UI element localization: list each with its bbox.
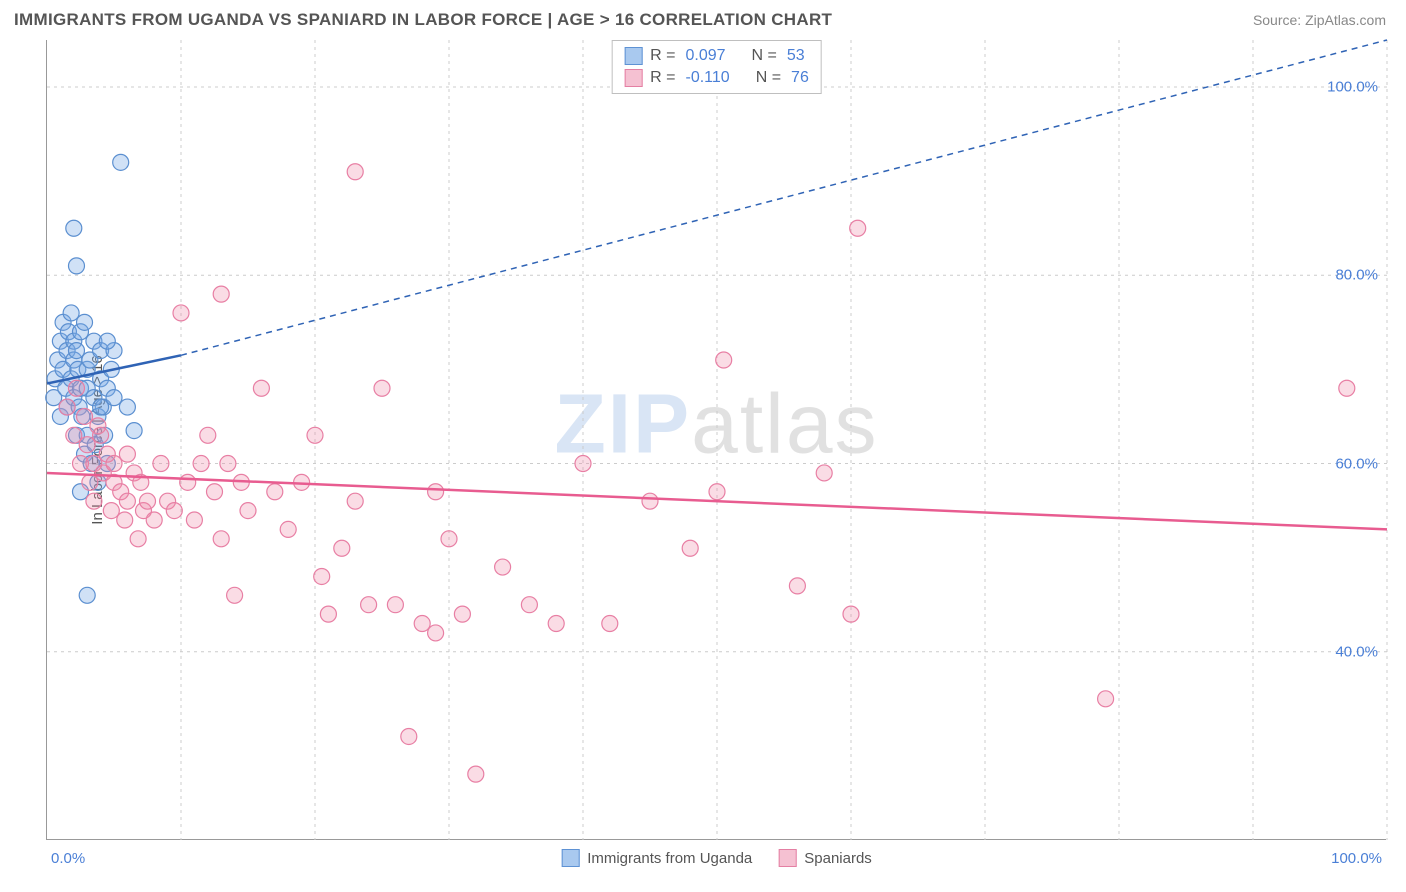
y-tick-label: 60.0% [1335,455,1378,472]
spaniards-swatch [778,849,796,867]
chart-header: IMMIGRANTS FROM UGANDA VS SPANIARD IN LA… [0,0,1406,36]
spaniards-n-value: 76 [791,67,809,89]
uganda-swatch [624,47,642,65]
uganda-r-value: 0.097 [686,45,726,67]
x-tick-100: 100.0% [1331,850,1382,867]
r-label: R = [650,67,675,89]
uganda-swatch [561,849,579,867]
bottom-legend: Immigrants from Uganda Spaniards [561,849,872,867]
n-label: N = [756,67,781,89]
spaniards-r-value: -0.110 [686,67,730,89]
correlation-stats-box: R = 0.097 N = 53 R = -0.110 N = 76 [611,40,822,94]
stats-row-spaniards: R = -0.110 N = 76 [624,67,809,89]
legend-label: Spaniards [804,850,872,867]
legend-label: Immigrants from Uganda [587,850,752,867]
n-label: N = [752,45,777,67]
legend-item-uganda: Immigrants from Uganda [561,849,752,867]
r-label: R = [650,45,675,67]
y-tick-label: 80.0% [1335,267,1378,284]
legend-item-spaniards: Spaniards [778,849,872,867]
chart-source: Source: ZipAtlas.com [1253,12,1386,28]
plot-area: In Labor Force | Age > 16 ZIPatlas R = 0… [46,40,1386,840]
chart-title: IMMIGRANTS FROM UGANDA VS SPANIARD IN LA… [14,10,832,30]
spaniards-swatch [624,69,642,87]
trend-line-layer [47,40,1386,839]
y-tick-label: 40.0% [1335,643,1378,660]
uganda-n-value: 53 [787,45,805,67]
stats-row-uganda: R = 0.097 N = 53 [624,45,809,67]
y-tick-label: 100.0% [1327,79,1378,96]
x-tick-0: 0.0% [51,850,85,867]
